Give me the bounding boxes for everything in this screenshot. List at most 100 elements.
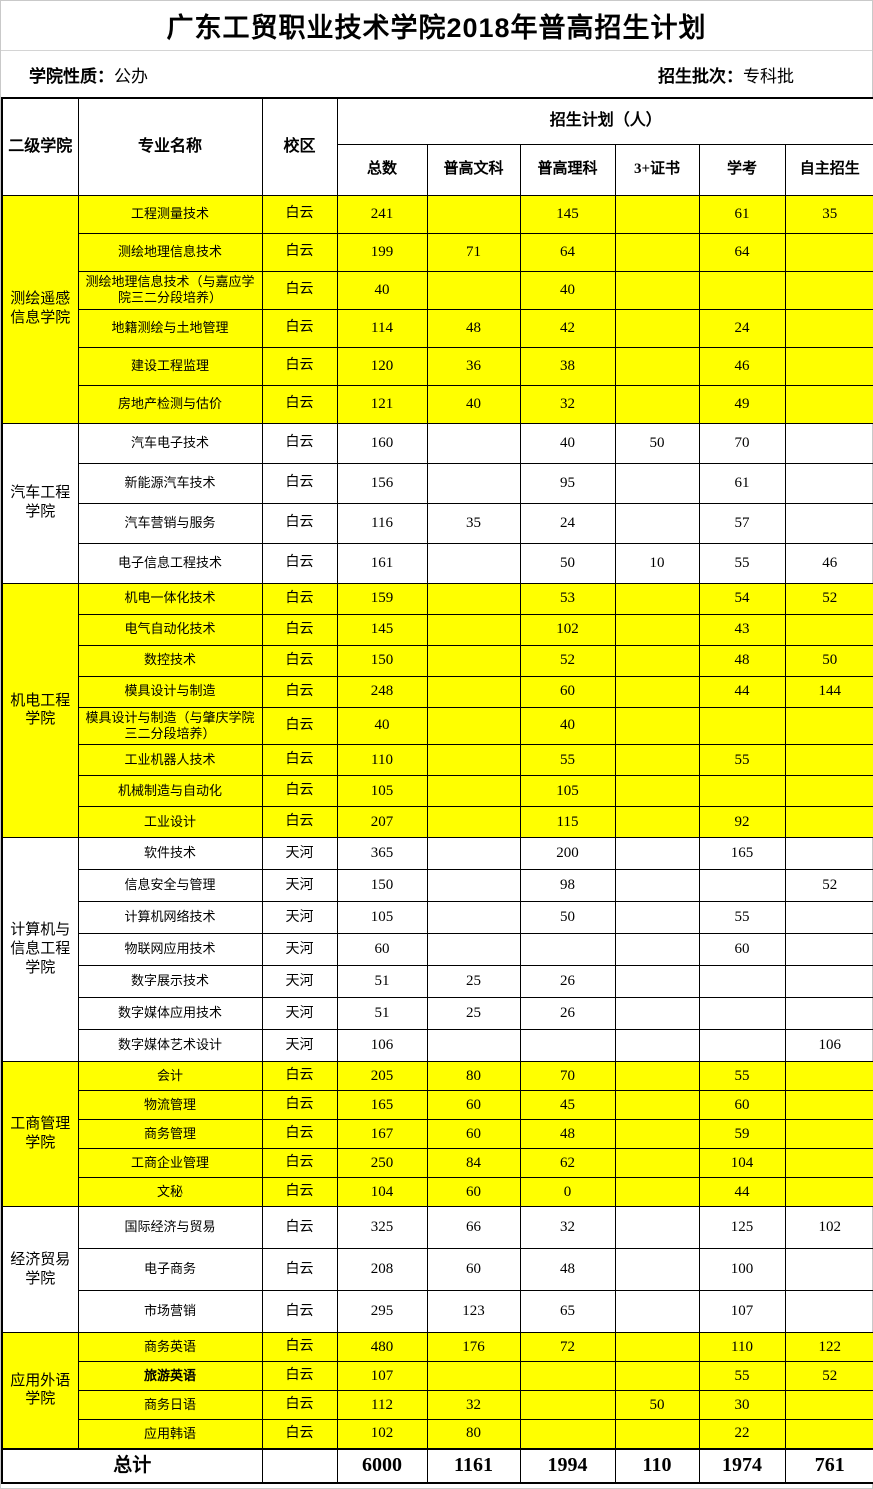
- value-cell: 50: [614, 1390, 700, 1420]
- value-cell: 65: [519, 1290, 616, 1333]
- value-cell: 123: [426, 1290, 521, 1333]
- value-cell: [426, 1361, 521, 1391]
- value-cell: [614, 308, 700, 348]
- value-cell: 115: [519, 806, 616, 838]
- value-cell: 145: [519, 194, 616, 234]
- value-cell: 110: [336, 744, 428, 776]
- table-row: 数控技术 白云 150 52 48 50: [2, 644, 873, 677]
- value-cell: 165: [698, 837, 786, 870]
- campus-cell: 白云: [261, 542, 338, 584]
- value-cell: 248: [336, 675, 428, 708]
- major-cell: 电子信息工程技术: [77, 542, 263, 584]
- campus-cell: 白云: [261, 644, 338, 677]
- value-cell: [784, 1419, 873, 1449]
- value-cell: [426, 675, 521, 708]
- header-major: 专业名称: [77, 97, 263, 196]
- campus-cell: 白云: [261, 194, 338, 234]
- value-cell: 98: [519, 869, 616, 902]
- college-cell: 测绘遥感信息学院: [1, 194, 79, 424]
- value-cell: 26: [519, 997, 616, 1030]
- total-value: 1994: [519, 1447, 616, 1483]
- value-cell: 122: [784, 1332, 873, 1362]
- value-cell: [784, 1390, 873, 1420]
- value-cell: [426, 613, 521, 646]
- value-cell: 44: [698, 675, 786, 708]
- value-cell: 46: [784, 542, 873, 584]
- campus-cell: 天河: [261, 933, 338, 966]
- value-cell: 250: [336, 1148, 428, 1178]
- value-cell: [784, 502, 873, 544]
- value-cell: 60: [426, 1177, 521, 1207]
- major-cell: 电气自动化技术: [77, 613, 263, 646]
- table-body: 测绘遥感信息学院 工程测量技术 白云 241 145 61 35 测绘地理信息技术 白云 199 7…: [1, 194, 873, 1449]
- value-cell: 105: [336, 901, 428, 934]
- value-cell: 48: [519, 1248, 616, 1291]
- value-cell: [784, 1090, 873, 1120]
- value-cell: 55: [698, 744, 786, 776]
- value-cell: [426, 582, 521, 615]
- value-cell: 62: [519, 1148, 616, 1178]
- header-total: 总数: [336, 143, 428, 196]
- value-cell: 241: [336, 194, 428, 234]
- value-cell: 59: [698, 1119, 786, 1149]
- total-value: 1974: [698, 1447, 786, 1483]
- major-cell: 文秘: [77, 1177, 263, 1207]
- value-cell: [784, 933, 873, 966]
- value-cell: [614, 502, 700, 544]
- value-cell: [614, 997, 700, 1030]
- campus-cell: 白云: [261, 806, 338, 838]
- value-cell: 60: [426, 1090, 521, 1120]
- table-row: 测绘遥感信息学院 工程测量技术 白云 241 145 61 35: [1, 194, 873, 424]
- value-cell: [614, 1061, 700, 1091]
- campus-cell: 白云: [261, 744, 338, 776]
- value-cell: 32: [519, 1206, 616, 1249]
- campus-cell: 白云: [261, 1119, 338, 1149]
- value-cell: 55: [519, 744, 616, 776]
- value-cell: 365: [336, 837, 428, 870]
- table-row: 汽车营销与服务 白云 116 35 24 57: [2, 502, 873, 544]
- value-cell: 50: [784, 644, 873, 677]
- value-cell: [426, 270, 521, 310]
- value-cell: [426, 901, 521, 934]
- value-cell: 106: [336, 1029, 428, 1062]
- value-cell: [614, 232, 700, 272]
- college-cell: 汽车工程学院: [1, 422, 79, 584]
- admission-batch-value: 专科批: [743, 66, 794, 86]
- total-value: 761: [784, 1447, 873, 1483]
- value-cell: [614, 1206, 700, 1249]
- value-cell: 107: [698, 1290, 786, 1333]
- value-cell: 10: [614, 542, 700, 584]
- major-cell: 工程测量技术: [77, 194, 263, 234]
- major-cell: 工商企业管理: [77, 1148, 263, 1178]
- value-cell: 36: [426, 346, 521, 386]
- campus-cell: 天河: [261, 901, 338, 934]
- table-row: 市场营销 白云 295 123 65 107: [2, 1290, 873, 1333]
- value-cell: 121: [336, 384, 428, 424]
- table-row: 电子商务 白云 208 60 48 100: [2, 1248, 873, 1291]
- value-cell: [614, 933, 700, 966]
- value-cell: [784, 706, 873, 745]
- value-cell: 51: [336, 997, 428, 1030]
- value-cell: 32: [519, 384, 616, 424]
- table-row: 地籍测绘与土地管理 白云 114 48 42 24: [2, 308, 873, 348]
- value-cell: [426, 744, 521, 776]
- value-cell: [614, 462, 700, 504]
- major-cell: 国际经济与贸易: [77, 1206, 263, 1249]
- campus-cell: 天河: [261, 965, 338, 998]
- value-cell: 84: [426, 1148, 521, 1178]
- major-cell: 软件技术: [77, 837, 263, 870]
- campus-cell: 白云: [261, 1148, 338, 1178]
- value-cell: 32: [426, 1390, 521, 1420]
- value-cell: 120: [336, 346, 428, 386]
- campus-cell: 白云: [261, 706, 338, 745]
- value-cell: [784, 384, 873, 424]
- campus-cell: 白云: [261, 1177, 338, 1207]
- value-cell: 44: [698, 1177, 786, 1207]
- campus-cell: 白云: [261, 422, 338, 464]
- page-title: 广东工贸职业技术学院2018年普高招生计划: [166, 13, 707, 43]
- table-row: 数字媒体艺术设计 天河 106 106: [2, 1029, 873, 1062]
- value-cell: 55: [698, 1061, 786, 1091]
- value-cell: [698, 965, 786, 998]
- value-cell: [698, 706, 786, 745]
- value-cell: [614, 775, 700, 807]
